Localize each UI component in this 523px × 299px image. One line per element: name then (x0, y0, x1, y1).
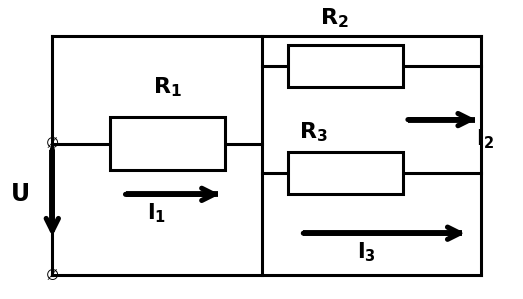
Text: $\mathbf{I_2}$: $\mathbf{I_2}$ (476, 127, 495, 151)
Bar (288, 152, 403, 194)
Bar (288, 45, 403, 87)
Text: $\mathbf{U}$: $\mathbf{U}$ (10, 182, 29, 206)
Text: $\mathbf{I_3}$: $\mathbf{I_3}$ (357, 241, 376, 264)
Text: $\mathbf{R_2}$: $\mathbf{R_2}$ (320, 6, 349, 30)
Text: $\varnothing$: $\varnothing$ (45, 136, 60, 151)
Text: $\mathbf{I_1}$: $\mathbf{I_1}$ (147, 202, 166, 225)
Text: $\varnothing$: $\varnothing$ (45, 268, 60, 283)
Text: $\mathbf{R_1}$: $\mathbf{R_1}$ (153, 75, 182, 99)
Text: $\mathbf{R_3}$: $\mathbf{R_3}$ (299, 120, 328, 144)
Bar (110, 117, 225, 170)
